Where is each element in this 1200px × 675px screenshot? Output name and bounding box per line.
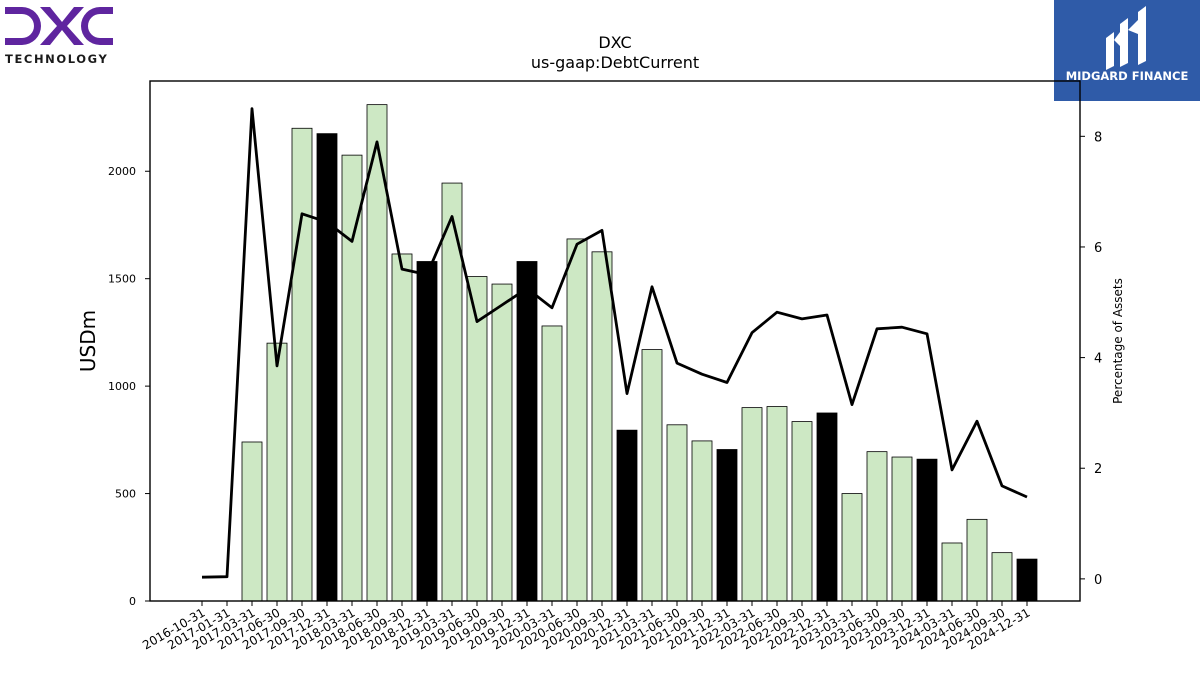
- midgard-finance-logo: MIDGARD FINANCE: [1054, 0, 1200, 101]
- bar: [241, 441, 263, 602]
- bar: [1016, 558, 1038, 602]
- y2-tick-label: 8: [1094, 130, 1102, 145]
- plot-frame: [149, 80, 1081, 602]
- dxc-logo: [5, 7, 113, 45]
- y-axis-ticks: 0 500 1000 1500 2000: [108, 165, 150, 608]
- y2-tick-label: 4: [1094, 352, 1102, 367]
- bar: [266, 342, 288, 602]
- bar: [866, 451, 888, 602]
- midgard-mark-icon: [1106, 6, 1146, 70]
- y2-axis-ticks: 0 2 4 6 8: [1080, 130, 1102, 588]
- bar: [591, 251, 613, 602]
- bar: [741, 407, 763, 602]
- bar: [491, 283, 513, 602]
- line-series: [201, 107, 1028, 579]
- bar: [316, 133, 338, 602]
- y-tick-label: 500: [115, 488, 136, 501]
- bar: [291, 127, 313, 602]
- bar: [691, 440, 713, 602]
- bar: [716, 449, 738, 602]
- y2-tick-label: 6: [1094, 241, 1102, 256]
- bar: [816, 412, 838, 602]
- y2-axis-label: Percentage of Assets: [1111, 278, 1125, 404]
- chart-title: DXC: [598, 33, 631, 52]
- bar: [941, 542, 963, 602]
- x-axis-ticks: 2016-10-312017-01-312017-03-312017-06-30…: [140, 601, 1033, 652]
- bar: [391, 253, 413, 602]
- y-tick-label: 2000: [108, 165, 136, 178]
- y-tick-label: 1000: [108, 380, 136, 393]
- y2-tick-label: 2: [1094, 462, 1102, 477]
- bar: [966, 518, 988, 602]
- bar: [916, 458, 938, 602]
- bar: [341, 154, 363, 602]
- bar: [791, 421, 813, 602]
- y-tick-label: 0: [129, 595, 136, 608]
- y2-tick-label: 0: [1094, 573, 1102, 588]
- axes: [149, 80, 1081, 602]
- bar-series: [241, 104, 1038, 602]
- bar: [416, 261, 438, 602]
- dxc-logo-subtitle: TECHNOLOGY: [5, 52, 109, 66]
- bar: [466, 276, 488, 602]
- y-tick-label: 1500: [108, 273, 136, 286]
- bar: [891, 456, 913, 602]
- midgard-logo-text: MIDGARD FINANCE: [1065, 69, 1189, 83]
- bar: [616, 429, 638, 602]
- bar: [991, 552, 1013, 602]
- bar: [566, 238, 588, 602]
- bar: [541, 325, 563, 602]
- dxc-logo-mark: [5, 7, 113, 45]
- bar: [641, 349, 663, 602]
- bar: [766, 406, 788, 602]
- chart-subtitle: us-gaap:DebtCurrent: [531, 53, 699, 72]
- percent-of-assets-line: [201, 107, 1028, 579]
- bar: [841, 493, 863, 602]
- y-axis-label: USDm: [76, 310, 100, 372]
- bar: [666, 424, 688, 602]
- bar: [516, 261, 538, 602]
